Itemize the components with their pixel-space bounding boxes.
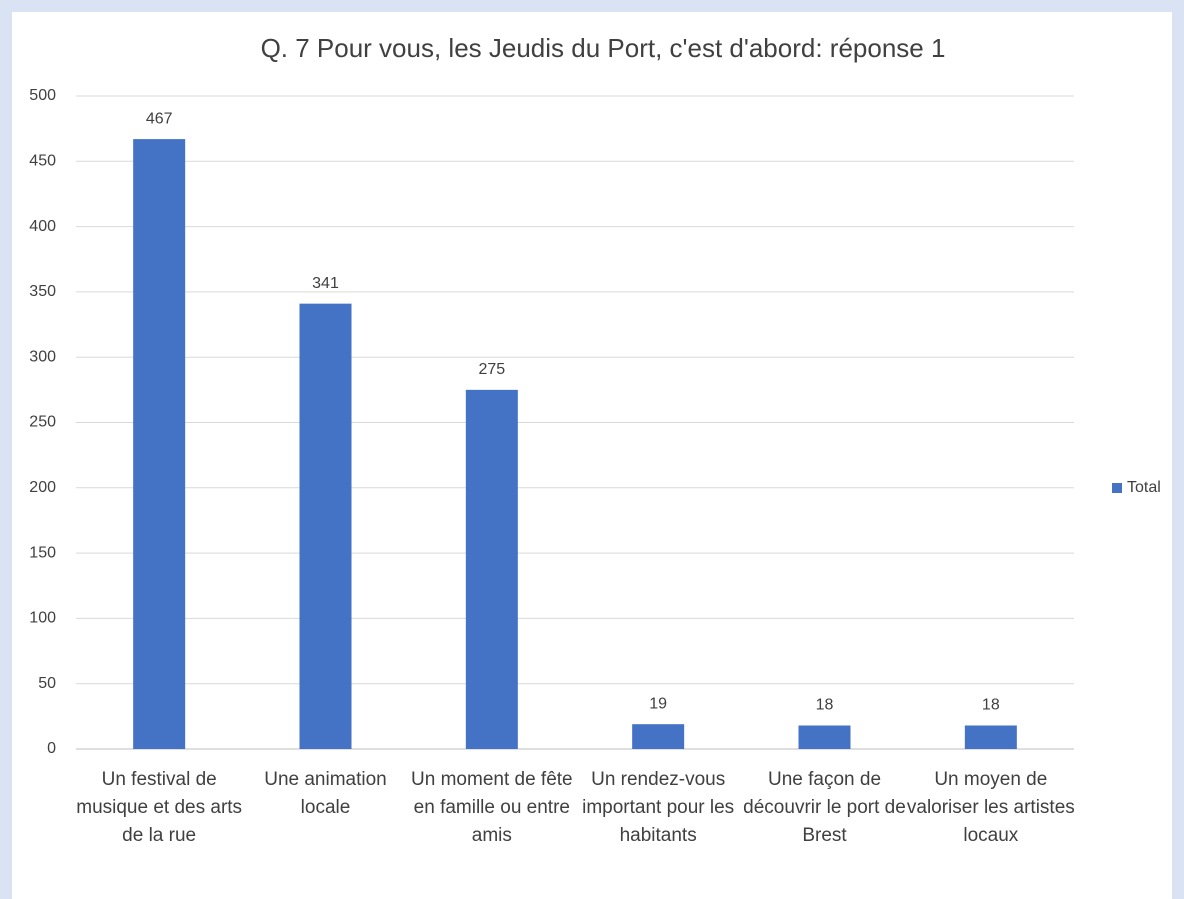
y-tick-label: 200 [29, 479, 56, 496]
data-label: 467 [146, 110, 173, 127]
y-tick-label: 0 [47, 740, 56, 757]
x-tick-label: Un moment de fête en famille ou entre am… [411, 769, 573, 846]
chart-title: Q. 7 Pour vous, les Jeudis du Port, c'es… [261, 33, 946, 63]
legend-swatch [1112, 483, 1122, 493]
x-tick-label: Un festival de musique et des arts de la… [76, 769, 243, 846]
x-tick-label: Un moyen de valoriser les artistes locau… [906, 769, 1075, 846]
data-label: 341 [312, 275, 339, 292]
x-tick-label: Un rendez-vous important pour les habita… [582, 769, 735, 846]
y-tick-label: 250 [29, 414, 56, 431]
y-tick-label: 50 [38, 675, 56, 692]
data-label: 19 [649, 695, 667, 712]
y-tick-label: 100 [29, 610, 56, 627]
x-tick-label: Une animation locale [264, 769, 387, 818]
y-tick-label: 450 [29, 153, 56, 170]
chart-panel [12, 12, 1172, 899]
y-tick-label: 500 [29, 87, 56, 104]
y-tick-label: 300 [29, 348, 56, 365]
bar [299, 303, 352, 749]
y-tick-label: 150 [29, 544, 56, 561]
data-label: 18 [816, 697, 834, 714]
bar [798, 725, 851, 749]
bar [133, 139, 186, 749]
bar [964, 725, 1017, 749]
bar [465, 389, 518, 749]
data-label: 18 [982, 697, 1000, 714]
x-tick-label: Une façon de découvrir le port de Brest [743, 769, 906, 846]
data-label: 275 [478, 361, 505, 378]
legend-label: Total [1127, 479, 1161, 496]
bar [632, 724, 685, 749]
y-tick-label: 400 [29, 218, 56, 235]
y-tick-label: 350 [29, 283, 56, 300]
